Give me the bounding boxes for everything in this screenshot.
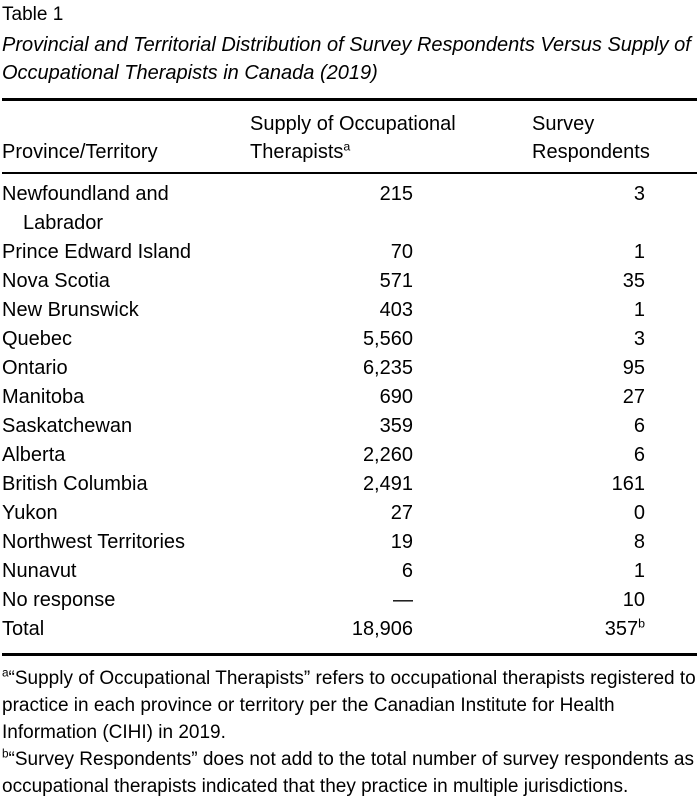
supply-cell: 6,235 [362, 357, 413, 379]
footnote-marker-b: b [638, 616, 645, 631]
table-row: Nova Scotia 571 35 [2, 267, 697, 296]
respondents-cell: 27 [622, 386, 645, 408]
respondents-cell: 1 [633, 560, 645, 582]
province-cell: Ontario [2, 357, 68, 379]
supply-cell: 571 [379, 270, 413, 292]
province-cell: Saskatchewan [2, 415, 133, 437]
respondents-cell: 6 [633, 415, 645, 437]
province-cell: Yukon [2, 502, 58, 524]
footnote-marker-a: a [343, 139, 351, 154]
supply-cell: 70 [390, 241, 413, 263]
header-row: Province/Territory Supply of Occupationa… [2, 99, 697, 174]
supply-cell: 215 [379, 183, 413, 205]
province-cell: British Columbia [2, 473, 148, 495]
data-table: Province/Territory Supply of Occupationa… [2, 98, 697, 656]
footnote-text: “Supply of Occupational Therapists” refe… [2, 668, 696, 743]
column-header-respondents-line1: Survey [532, 113, 595, 135]
footnote: a“Supply of Occupational Therapists” ref… [2, 665, 697, 746]
table-row: New Brunswick 403 1 [2, 296, 697, 325]
table-header: Province/Territory Supply of Occupationa… [2, 99, 697, 174]
footnotes: a“Supply of Occupational Therapists” ref… [2, 665, 697, 800]
respondents-cell: 1 [633, 241, 645, 263]
supply-cell: 27 [390, 502, 413, 524]
table-row: Saskatchewan 359 6 [2, 412, 697, 441]
respondents-cell: 357b [417, 615, 697, 656]
province-cell: Prince Edward Island [2, 241, 191, 263]
footnote-marker: a [2, 666, 9, 680]
province-cell: New Brunswick [2, 299, 139, 321]
table-row: Ontario 6,235 95 [2, 354, 697, 383]
supply-cell: 5,560 [362, 328, 413, 350]
province-cell: Manitoba [2, 386, 85, 408]
column-header-supply: Supply of Occupational Therapistsa [250, 99, 456, 174]
table-row: Quebec 5,560 3 [2, 325, 697, 354]
table-body: Newfoundland and Labrador 215 3 Prince Edwar… [2, 173, 697, 656]
supply-cell: 359 [379, 415, 413, 437]
footnote: b“Survey Respondents” does not add to th… [2, 746, 697, 800]
table-row: Total 18,906 357b [2, 615, 697, 656]
supply-cell: 19 [390, 531, 413, 553]
respondents-cell: 95 [622, 357, 645, 379]
table-row: Northwest Territories 19 8 [2, 528, 697, 557]
column-header-supply-line1: Supply of Occupational [250, 113, 456, 135]
province-cell: Northwest Territories [2, 531, 186, 553]
column-header-province-label: Province/Territory [2, 141, 158, 163]
column-header-respondents-line2: Respondents [532, 141, 650, 163]
province-cell: Newfoundland and Labrador [2, 183, 169, 234]
supply-cell: 18,906 [250, 615, 417, 656]
supply-cell: 6 [401, 560, 413, 582]
supply-cell: — [393, 589, 413, 611]
province-cell: Nova Scotia [2, 270, 110, 292]
respondents-cell: 3 [633, 183, 645, 205]
footnote-text: “Survey Respondents” does not add to the… [2, 749, 695, 797]
province-cell: Nunavut [2, 560, 77, 582]
table-caption: Provincial and Territorial Distribution … [2, 34, 691, 84]
province-cell: Total [2, 615, 250, 656]
supply-cell: 2,260 [362, 444, 413, 466]
supply-cell: 403 [379, 299, 413, 321]
column-header-province: Province/Territory [2, 99, 250, 174]
table-label: Table 1 [2, 4, 64, 25]
table-row: Alberta 2,260 6 [2, 441, 697, 470]
province-cell: Quebec [2, 328, 73, 350]
column-header-respondents: Survey Respondents [417, 99, 697, 174]
respondents-cell: 3 [633, 328, 645, 350]
respondents-cell: 1 [633, 299, 645, 321]
supply-cell: 2,491 [362, 473, 413, 495]
respondents-cell: 35 [622, 270, 645, 292]
table-row: Nunavut 6 1 [2, 557, 697, 586]
supply-cell: 690 [379, 386, 413, 408]
respondents-cell: 8 [633, 531, 645, 553]
respondents-cell: 0 [633, 502, 645, 524]
table-row: No response — 10 [2, 586, 697, 615]
respondents-cell: 10 [622, 589, 645, 611]
table-row: Manitoba 690 27 [2, 383, 697, 412]
province-cell: No response [2, 589, 116, 611]
respondents-cell: 6 [633, 444, 645, 466]
table-row: Prince Edward Island 70 1 [2, 238, 697, 267]
province-cell: Alberta [2, 444, 66, 466]
table-row: Newfoundland and Labrador 215 3 [2, 173, 697, 238]
column-header-supply-line2: Therapistsa [250, 139, 351, 163]
footnote-marker: b [2, 747, 9, 761]
table-row: Yukon 27 0 [2, 499, 697, 528]
table-row: British Columbia 2,491 161 [2, 470, 697, 499]
respondents-cell: 161 [611, 473, 645, 495]
